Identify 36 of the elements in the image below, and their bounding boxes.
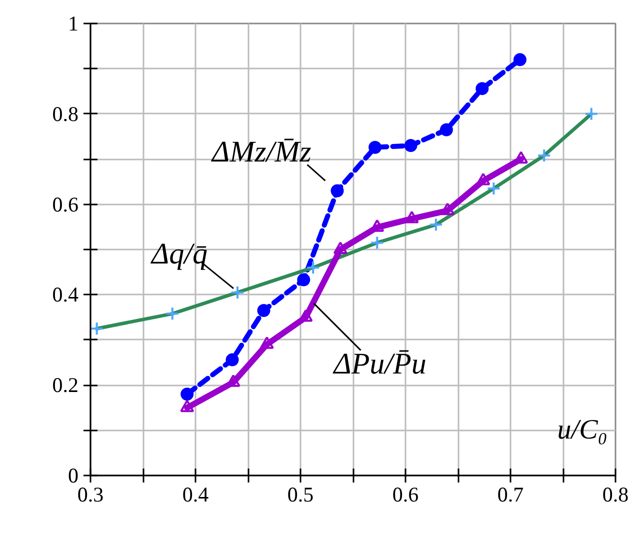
y-tick-label: 0 xyxy=(68,464,78,488)
point xyxy=(180,388,194,401)
point xyxy=(370,219,384,232)
point xyxy=(514,151,528,164)
point xyxy=(226,374,240,387)
point xyxy=(226,353,239,366)
y-tick-label: 0.8 xyxy=(52,102,78,126)
point xyxy=(180,400,194,412)
point xyxy=(440,123,453,136)
y-tick-label: 0.2 xyxy=(52,373,78,398)
point xyxy=(513,53,526,66)
x-axis-title: u/C₀ xyxy=(557,414,608,446)
point xyxy=(333,242,348,254)
point xyxy=(330,184,344,198)
x-tick-label: 0.8 xyxy=(602,482,629,506)
point xyxy=(260,336,274,349)
y-tick-label: 0.4 xyxy=(52,282,79,307)
point xyxy=(368,140,382,154)
x-tick-label: 0.7 xyxy=(497,482,524,506)
series-label: Δq/q̄ xyxy=(150,237,208,270)
x-tick-label: 0.4 xyxy=(182,482,210,506)
x-tick-label: 0.3 xyxy=(77,482,104,506)
series-label: ΔMz/M̄z xyxy=(210,136,312,169)
point xyxy=(297,273,310,286)
point xyxy=(298,309,313,322)
point xyxy=(404,139,418,152)
x-tick-label: 0.5 xyxy=(287,482,314,506)
point xyxy=(476,172,490,186)
point xyxy=(440,202,454,216)
series-label: ΔPu/P̄u xyxy=(332,347,426,380)
point xyxy=(476,82,489,96)
point xyxy=(257,304,270,318)
y-tick-label: 1 xyxy=(68,12,78,36)
y-tick-label: 0.6 xyxy=(52,192,78,216)
x-tick-label: 0.6 xyxy=(392,482,419,506)
point xyxy=(404,210,419,224)
